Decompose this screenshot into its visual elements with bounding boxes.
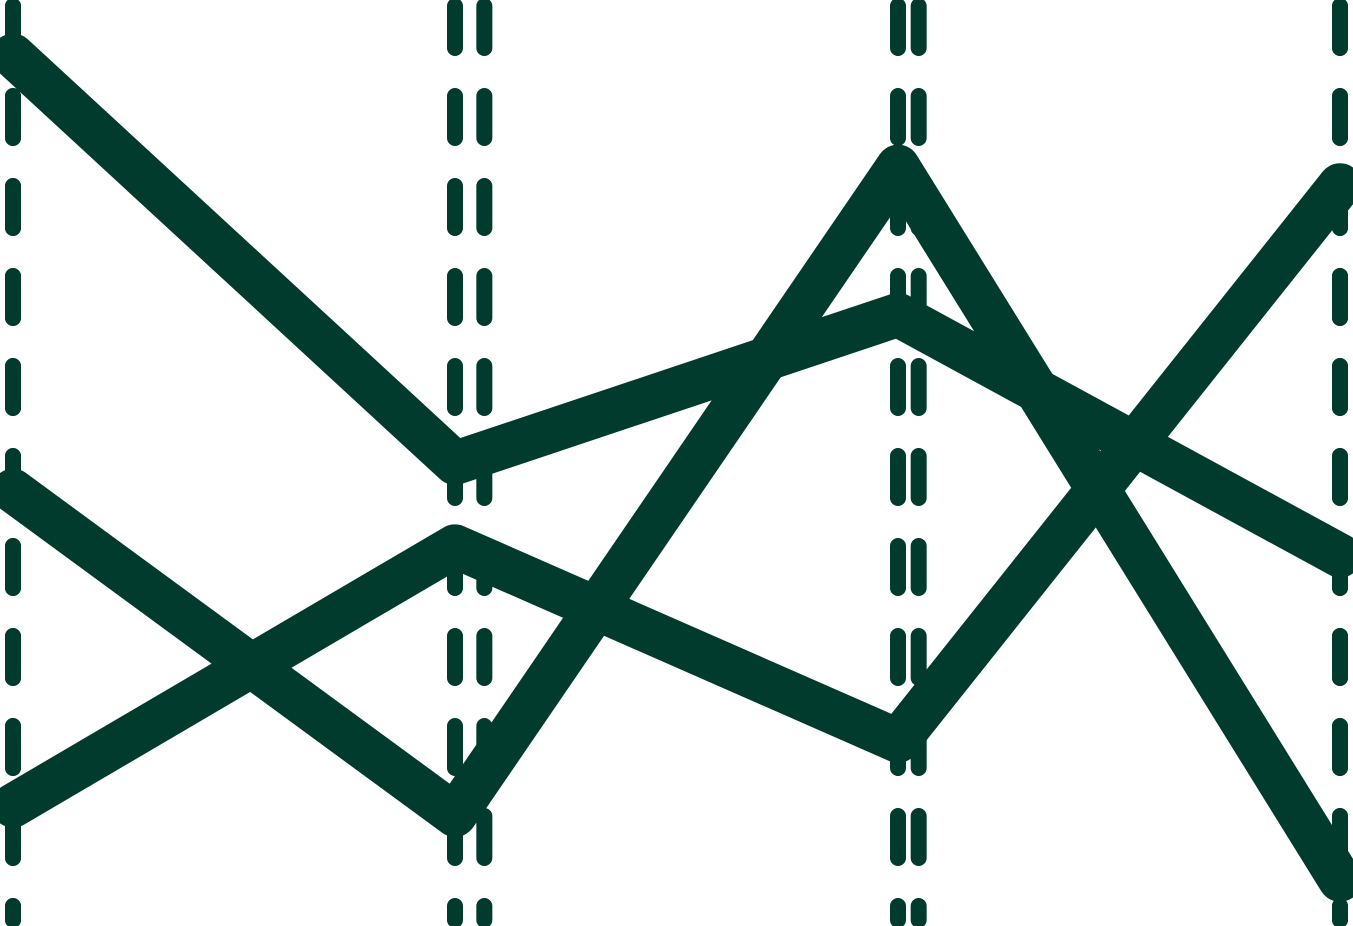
- data-point: [878, 146, 918, 187]
- series-line: [0, 163, 1353, 828]
- data-point: [1320, 859, 1353, 900]
- series-line: [0, 144, 1353, 902]
